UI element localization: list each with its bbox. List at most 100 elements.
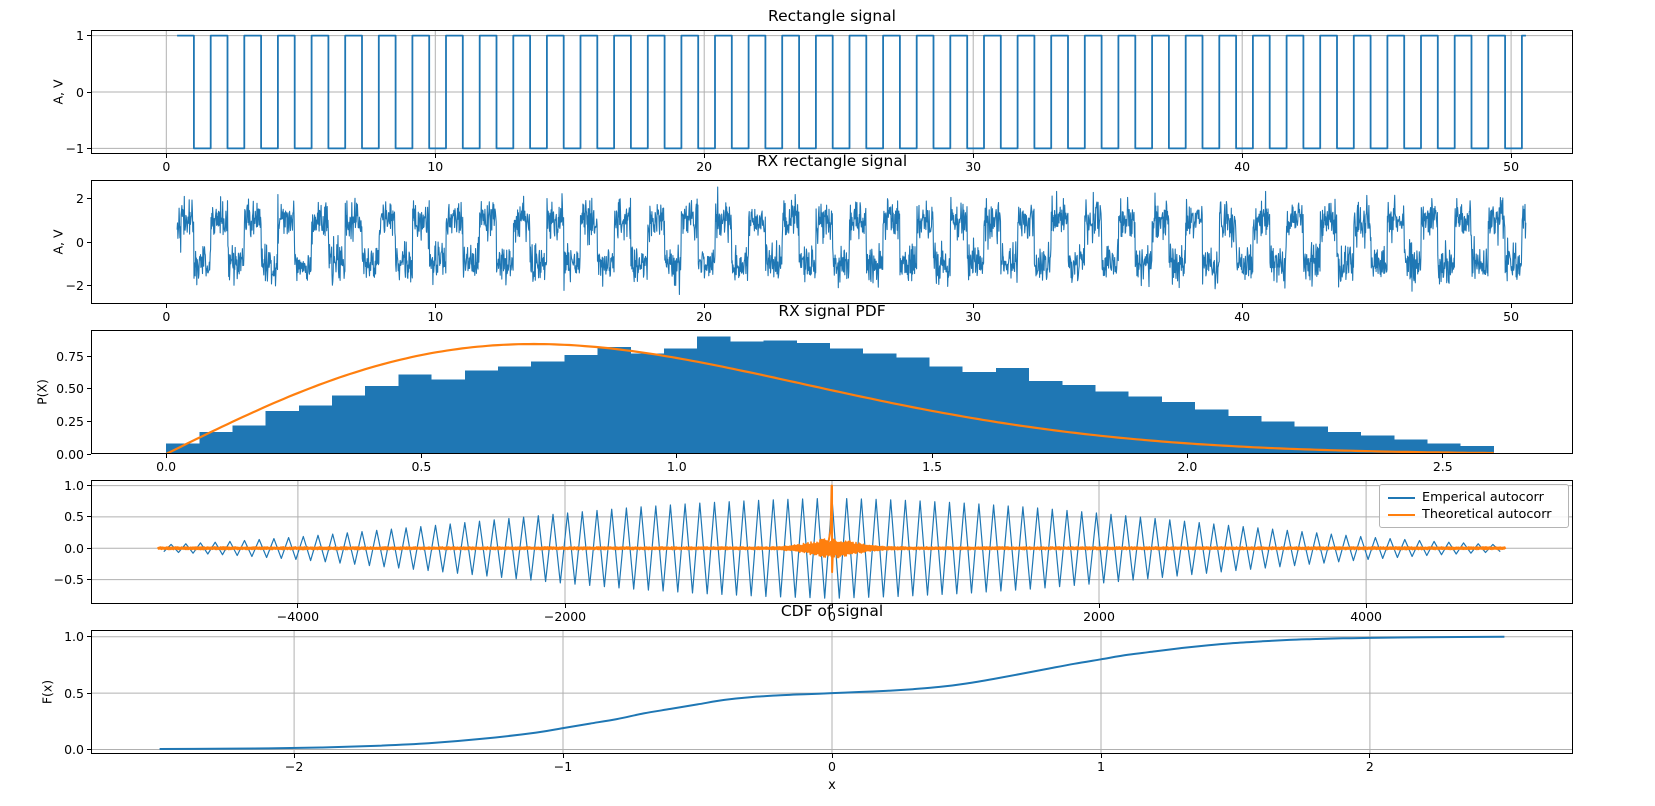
x-tick-mark (297, 604, 299, 608)
x-tick-label: 10 (427, 159, 444, 174)
y-tick-mark (87, 579, 91, 581)
x-tick-label: 2 (1365, 759, 1374, 774)
x-tick-label: 0 (828, 609, 836, 624)
y-tick-mark (87, 420, 91, 422)
x-tick-mark (165, 154, 167, 158)
emperical-autocorr-legend-line (1388, 496, 1415, 499)
axes-autocorrelation (91, 480, 1573, 604)
x-tick-mark (165, 454, 167, 458)
x-tick-label: 40 (1234, 159, 1251, 174)
y-tick-mark (87, 285, 91, 286)
y-tick-label: 2 (76, 191, 84, 206)
y-tick-mark (87, 198, 91, 199)
axes5-xlabel: x (828, 778, 836, 793)
y-tick-label: 1.0 (64, 629, 84, 645)
x-tick-mark (434, 304, 436, 308)
x-tick-mark (1241, 304, 1243, 308)
x-tick-label: 1 (1097, 759, 1105, 774)
x-tick-label: 0 (162, 309, 171, 324)
axes-spine (91, 330, 1573, 454)
x-tick-label: 0.5 (411, 459, 432, 474)
y-tick-mark (87, 692, 91, 694)
cdf-of-signal-canvas (91, 630, 1573, 754)
x-tick-mark (1186, 454, 1188, 458)
axes-cdf-of-signal (91, 630, 1573, 754)
axes-spine (91, 180, 1573, 304)
x-tick-mark (165, 304, 167, 308)
y-tick-mark (87, 355, 91, 357)
y-tick-label: −2 (65, 278, 84, 293)
y-tick-label: −0.5 (53, 572, 84, 588)
axes-spine (91, 630, 1573, 754)
y-tick-label: 0.50 (56, 381, 84, 397)
y-tick-label: 1.0 (64, 478, 84, 494)
rectangle-signal-canvas (91, 30, 1573, 154)
x-tick-label: 4000 (1350, 609, 1382, 624)
y-tick-mark (87, 91, 91, 93)
theoretical-autocorr-line (157, 538, 1507, 559)
emperical-autocorr-legend-label: Emperical autocorr (1422, 489, 1544, 505)
x-tick-label: 1.5 (922, 459, 943, 474)
cdf-curve-line (159, 635, 1505, 750)
y-tick-mark (87, 547, 91, 549)
x-tick-label: 50 (1503, 309, 1520, 324)
x-tick-mark (703, 154, 705, 158)
legend-entry-theoretical: Theoretical autocorr (1388, 506, 1560, 523)
x-tick-mark (1365, 604, 1367, 608)
x-tick-mark (1369, 754, 1371, 758)
y-tick-label: 0.5 (64, 685, 84, 701)
axes-rx-signal-pdf (91, 330, 1573, 454)
x-tick-label: 2.5 (1432, 459, 1453, 474)
theoretical-autocorr-legend-line (1388, 513, 1415, 516)
x-tick-mark (972, 304, 974, 308)
x-tick-label: 0 (828, 759, 836, 774)
x-tick-mark (434, 154, 436, 158)
legend-entry-emperical: Emperical autocorr (1388, 489, 1560, 506)
x-tick-label: 1.0 (666, 459, 687, 474)
x-tick-label: 2.0 (1177, 459, 1198, 474)
x-tick-label: −2 (284, 759, 304, 774)
axes-spine (91, 30, 1573, 154)
x-tick-mark (293, 754, 295, 758)
x-tick-mark (972, 154, 974, 158)
x-tick-mark (676, 454, 678, 458)
y-tick-mark (87, 147, 91, 149)
x-tick-mark (831, 754, 833, 758)
theoretical-autocorr-spike (822, 484, 842, 574)
x-tick-label: 50 (1503, 159, 1520, 174)
x-tick-label: 0 (162, 159, 171, 174)
y-tick-label: 0 (76, 234, 84, 250)
x-tick-label: 40 (1234, 309, 1251, 324)
rx-rectangle-signal-canvas (91, 180, 1573, 304)
legend-box: Emperical autocorr Theoretical autocorr (1379, 484, 1569, 528)
y-tick-mark (87, 636, 91, 638)
y-tick-label: 0.0 (64, 742, 84, 757)
x-tick-label: −2000 (543, 609, 587, 624)
y-tick-mark (87, 388, 91, 390)
x-tick-mark (1098, 604, 1100, 608)
axes-rx-rectangle-signal (91, 180, 1573, 304)
x-tick-mark (1510, 304, 1512, 308)
y-tick-mark (87, 241, 91, 243)
theoretical-autocorr-legend-label: Theoretical autocorr (1422, 506, 1552, 522)
rx-wave-line (176, 186, 1527, 296)
x-tick-label: 0.0 (156, 459, 177, 474)
y-tick-label: 0.00 (56, 446, 84, 462)
rx-signal-pdf-title: RX signal PDF (778, 302, 886, 320)
rect-wave-line (177, 34, 1526, 150)
x-tick-label: 30 (965, 309, 982, 324)
x-tick-label: −4000 (276, 609, 320, 624)
y-tick-mark (87, 516, 91, 518)
y-tick-mark (87, 35, 91, 37)
y-tick-label: 0 (76, 84, 84, 100)
x-tick-mark (831, 604, 833, 608)
rayleigh-fit-line (165, 342, 1494, 454)
rectangle-signal-title: Rectangle signal (768, 7, 896, 25)
y-tick-mark (87, 485, 91, 487)
x-tick-mark (1100, 754, 1102, 758)
x-tick-mark (703, 304, 705, 308)
x-tick-mark (562, 754, 564, 758)
y-tick-label: 0.5 (64, 509, 84, 525)
y-tick-label: 1 (76, 28, 84, 44)
rx-signal-pdf-canvas (91, 330, 1573, 454)
